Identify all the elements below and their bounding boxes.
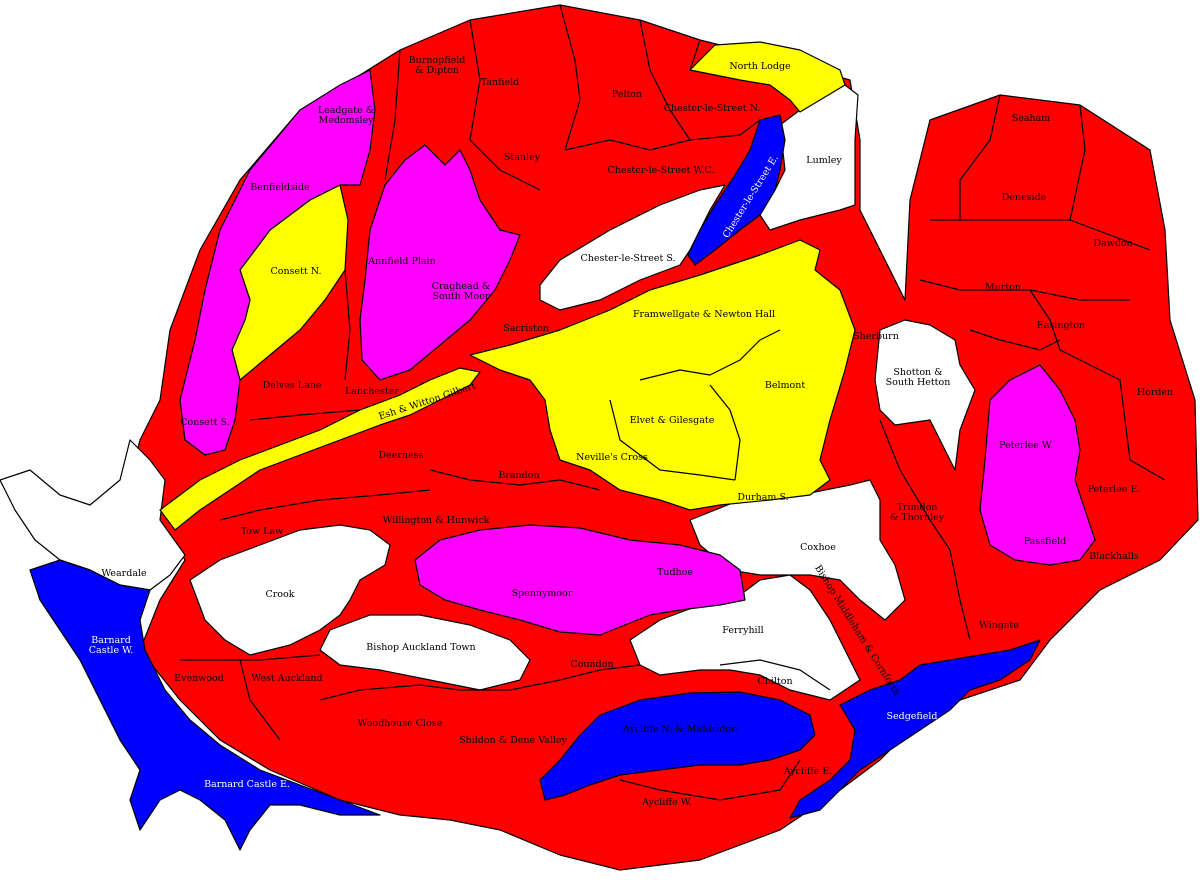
label-durham-s: Durham S. (737, 492, 788, 503)
label-leadgate-2: Medomsley (318, 115, 374, 126)
sedgefield-region (789, 639, 1041, 819)
label-barnard-castle-w: Barnard (91, 635, 131, 646)
label-barnard-castle-w-2: Castle W. (89, 645, 133, 656)
label-sherburn: Sherburn (853, 331, 899, 342)
label-shotton: Shotton & (893, 367, 942, 378)
label-aycliffe-n-middridge: Aycliffe N. & Middridge (622, 724, 738, 735)
label-coundon: Coundon (570, 659, 613, 670)
label-chester-le-street-wc: Chester-le-Street W.C. (608, 165, 715, 176)
label-peterlee-e: Peterlee E. (1088, 484, 1141, 495)
label-burnopfield: Burnopfield (409, 55, 466, 66)
label-tanfield: Tanfield (481, 77, 519, 88)
label-blackhalls: Blackhalls (1089, 551, 1139, 562)
label-sedgefield: Sedgefield (887, 711, 938, 722)
label-easington: Easington (1037, 320, 1085, 331)
label-shildon-dene-valley: Shildon & Dene Valley (459, 735, 567, 746)
label-passfield: Passfield (1024, 536, 1066, 547)
label-deerness: Deerness (379, 450, 424, 461)
label-shotton-2: South Hetton (886, 377, 951, 388)
label-leadgate: Leadgate & (318, 105, 374, 116)
peterlee-w-passfield-region (979, 364, 1096, 566)
aycliffe-n-middridge-region (539, 691, 816, 801)
label-deneside: Deneside (1002, 192, 1047, 203)
weardale-region (0, 439, 186, 591)
label-dawdon: Dawdon (1093, 238, 1132, 249)
chester-le-street-e-region (687, 114, 786, 266)
label-spennymoor: Spennymoor (512, 588, 573, 599)
label-aycliffe-w: Aycliffe W. (641, 797, 692, 808)
label-crook: Crook (265, 589, 294, 600)
label-chester-le-street-n: Chester-le-Street N. (664, 103, 761, 114)
label-delves-lane: Delves Lane (263, 380, 322, 391)
label-murton: Murton (985, 282, 1021, 293)
label-framwellgate: Framwellgate & Newton Hall (633, 309, 775, 320)
label-trimdon: Trimdon (897, 502, 938, 513)
label-chester-le-street-s: Chester-le-Street S. (580, 253, 675, 264)
label-barnard-castle-e: Barnard Castle E. (204, 779, 290, 790)
label-belmont: Belmont (765, 380, 805, 391)
shotton-south-hetton-region (874, 319, 976, 471)
label-coxhoe: Coxhoe (800, 542, 836, 553)
label-stanley: Stanley (504, 152, 541, 163)
label-weardale: Weardale (101, 568, 147, 579)
label-burnopfield-2: & Dipton (415, 65, 459, 76)
label-consett-s: Consett S. (180, 417, 229, 428)
durham-city-region (469, 239, 856, 511)
label-brandon: Brandon (498, 470, 539, 481)
label-lumley: Lumley (806, 155, 842, 166)
label-aycliffe-e: Aycliffe E. (783, 766, 833, 777)
label-trimdon-2: & Thornley (890, 512, 945, 523)
label-elvet-gilesgate: Elvet & Gilesgate (630, 415, 715, 426)
label-tow-law: Tow Law (241, 526, 284, 537)
label-annfield-plain: Annfield Plain (367, 256, 435, 267)
label-willington-hunwick: Willington & Hunwick (383, 515, 490, 526)
bishop-auckland-town-region (319, 614, 531, 691)
label-pelton: Pelton (612, 89, 642, 100)
division-boundaries (180, 4, 1166, 801)
label-bishop-auckland-town: Bishop Auckland Town (366, 642, 475, 653)
label-west-auckland: West Auckland (251, 673, 322, 684)
label-tudhoe: Tudhoe (657, 567, 693, 578)
leadgate-benfieldside-region (179, 69, 376, 456)
label-horden: Horden (1137, 387, 1173, 398)
label-chilton: Chilton (757, 676, 792, 687)
label-lanchester: Lanchester (345, 386, 399, 397)
label-nevilles-cross: Neville's Cross (576, 452, 648, 463)
label-benfieldside: Benfieldside (250, 182, 310, 193)
label-craghead-2: South Moor (432, 291, 489, 302)
crook-region (189, 524, 391, 656)
label-north-lodge: North Lodge (729, 61, 791, 72)
label-woodhouse-close: Woodhouse Close (358, 718, 443, 729)
annfield-plain-craghead-region (359, 144, 521, 381)
north-lodge-region (689, 41, 846, 113)
label-seaham: Seaham (1012, 113, 1051, 124)
esh-witton-gilbert-region (159, 367, 481, 531)
label-peterlee-w: Peterlee W. (999, 440, 1053, 451)
label-evenwood: Evenwood (174, 673, 224, 684)
label-craghead: Craghead & (432, 281, 491, 292)
label-consett-n: Consett N. (271, 266, 322, 277)
barnard-castle-region (29, 559, 381, 851)
spennymoor-tudhoe-region (414, 524, 746, 636)
coxhoe-region (689, 479, 906, 621)
label-wingate: Wingate (979, 620, 1019, 631)
label-ferryhill: Ferryhill (722, 625, 763, 636)
label-sacriston: Sacriston (503, 323, 549, 334)
